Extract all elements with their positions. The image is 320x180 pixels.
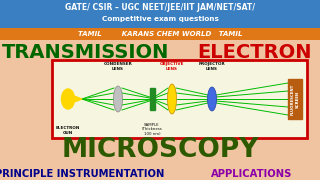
Bar [0,40,320,180]
Text: SAMPLE
(Thickness
100 nm): SAMPLE (Thickness 100 nm) [142,123,162,136]
Ellipse shape [207,87,217,111]
Bar [0,28,320,40]
Bar [52,60,307,138]
Bar [149,88,155,110]
Bar [0,0,320,28]
Text: ELECTRON: ELECTRON [197,42,311,62]
Polygon shape [74,96,82,102]
Text: FLUORESCENT
SCREEN: FLUORESCENT SCREEN [291,83,299,115]
Text: PRINCIPLE INSTRUMENTATION: PRINCIPLE INSTRUMENTATION [0,169,165,179]
Text: ELECTRON
GUN: ELECTRON GUN [56,126,80,135]
Text: TRANSMISSION: TRANSMISSION [2,42,169,62]
Text: OBJECTIVE
LENS: OBJECTIVE LENS [160,62,184,71]
Text: TAMIL        KARANS CHEM WORLD   TAMIL: TAMIL KARANS CHEM WORLD TAMIL [78,31,242,37]
Text: GATE/ CSIR – UGC NEET/JEE/IIT JAM/NET/SAT/: GATE/ CSIR – UGC NEET/JEE/IIT JAM/NET/SA… [65,3,255,12]
Text: PROJECTOR
LENS: PROJECTOR LENS [199,62,225,71]
Ellipse shape [167,84,177,114]
Text: MICROSCOPY: MICROSCOPY [61,137,259,163]
Bar [288,79,302,119]
Ellipse shape [61,89,75,109]
Text: CONDENSER
LENS: CONDENSER LENS [104,62,132,71]
Text: APPLICATIONS: APPLICATIONS [211,169,293,179]
Ellipse shape [114,86,123,112]
Text: Competitive exam questions: Competitive exam questions [101,16,219,22]
